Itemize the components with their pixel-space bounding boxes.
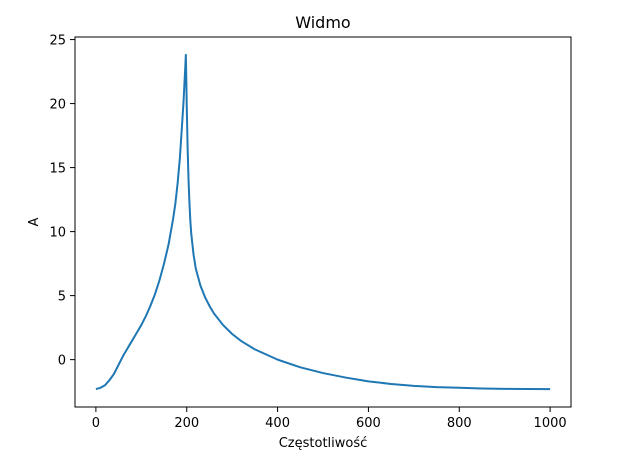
- x-axis-label: Częstotliwość: [279, 436, 368, 451]
- chart-title: Widmo: [295, 13, 350, 32]
- y-tick-label: 15: [49, 162, 66, 177]
- axes-frame: [74, 36, 572, 408]
- plot-area: [74, 36, 572, 408]
- y-tick-label: 20: [49, 98, 66, 113]
- x-tick-label: 800: [447, 416, 472, 431]
- x-tick-label: 200: [174, 416, 199, 431]
- spectrum-line: [95, 53, 551, 391]
- x-tick-label: 0: [92, 416, 100, 431]
- x-tick-label: 1000: [534, 416, 567, 431]
- y-axis-label: A: [27, 217, 42, 226]
- x-tick-label: 400: [265, 416, 290, 431]
- y-tick-label: 10: [49, 226, 66, 241]
- y-tick-label: 0: [58, 354, 66, 369]
- y-tick-label: 5: [58, 290, 66, 305]
- x-axis-ticks: 0 200 400 600 800 1000: [92, 407, 567, 431]
- y-axis-ticks: 0 5 10 15 20 25: [49, 34, 75, 369]
- x-tick-label: 600: [356, 416, 381, 431]
- y-tick-label: 25: [49, 34, 66, 49]
